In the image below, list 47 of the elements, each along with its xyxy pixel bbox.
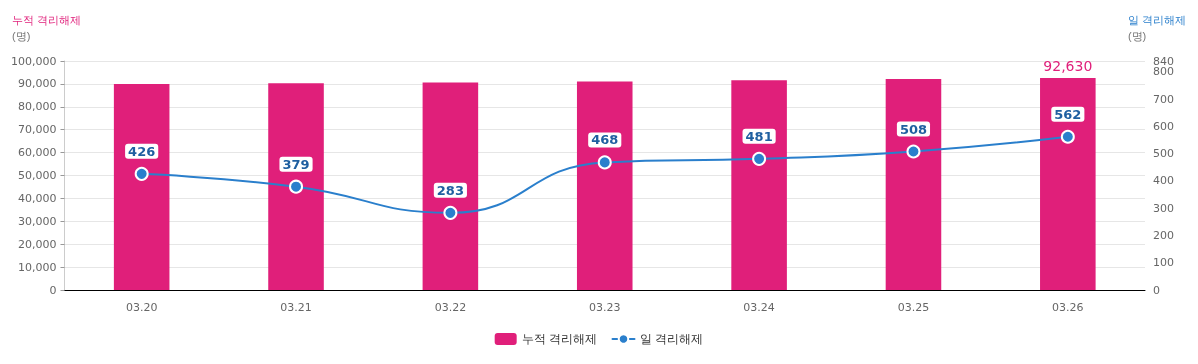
x-tick-label: 03.21 (280, 301, 312, 314)
y-tick-label: 60,000 (17, 146, 57, 160)
data-label: 379 (282, 156, 310, 172)
data-label: 562 (1054, 106, 1082, 122)
y-tick-label: 100,000 (10, 54, 57, 68)
data-label: 468 (591, 132, 619, 148)
x-tick-label: 03.22 (434, 301, 467, 314)
y2-tick-label: 200 (1153, 228, 1174, 242)
y2-tick-label: 300 (1153, 201, 1174, 215)
legend-label: 누적 격리해제 (521, 332, 598, 346)
y-tick-label: 10,000 (17, 260, 57, 274)
y-tick-label: 20,000 (17, 237, 57, 251)
point (752, 151, 767, 166)
y-tick-label: 40,000 (17, 191, 57, 205)
x-tick-label: 03.25 (897, 301, 930, 314)
y2-tick-label: 600 (1153, 119, 1174, 133)
y-tick-label: 70,000 (17, 123, 57, 137)
y-tick-label: 50,000 (17, 169, 57, 182)
y2-tick-label: 840 (1153, 54, 1174, 68)
y2-tick-label: 100 (1153, 256, 1174, 270)
legend-label: 일 격리해제 (639, 332, 704, 346)
x-tick-label: 03.24 (743, 301, 775, 314)
y2-tick-label: 800 (1153, 65, 1174, 79)
y-axis-title: 누적 격리해제 (명) (12, 13, 82, 42)
point (906, 144, 921, 159)
point (289, 179, 304, 194)
data-label: 426 (128, 143, 156, 159)
x-tick-label: 03.23 (588, 301, 621, 314)
x-tick-label: 03.20 (125, 301, 158, 314)
y2-tick-label: 400 (1153, 174, 1174, 188)
y2-tick-label: 700 (1153, 92, 1174, 106)
data-label: 92,630 (1043, 57, 1093, 74)
data-label: 283 (436, 182, 464, 198)
y2-axis-title: 일 격리해제 (명) (1127, 13, 1187, 42)
data-label: 508 (899, 121, 928, 137)
y2-tick-label: 0 (1153, 283, 1160, 297)
y-tick-label: 30,000 (17, 214, 57, 228)
x-tick-label: 03.26 (1052, 301, 1084, 314)
y-tick-label: 80,000 (17, 100, 57, 114)
point (443, 205, 458, 220)
point (134, 166, 149, 181)
y-tick-label: 90,000 (17, 77, 57, 91)
point (1060, 129, 1075, 144)
y-tick-label: 0 (49, 283, 57, 297)
y2-tick-label: 500 (1153, 147, 1174, 161)
data-label: 481 (745, 128, 773, 144)
point (597, 155, 612, 170)
